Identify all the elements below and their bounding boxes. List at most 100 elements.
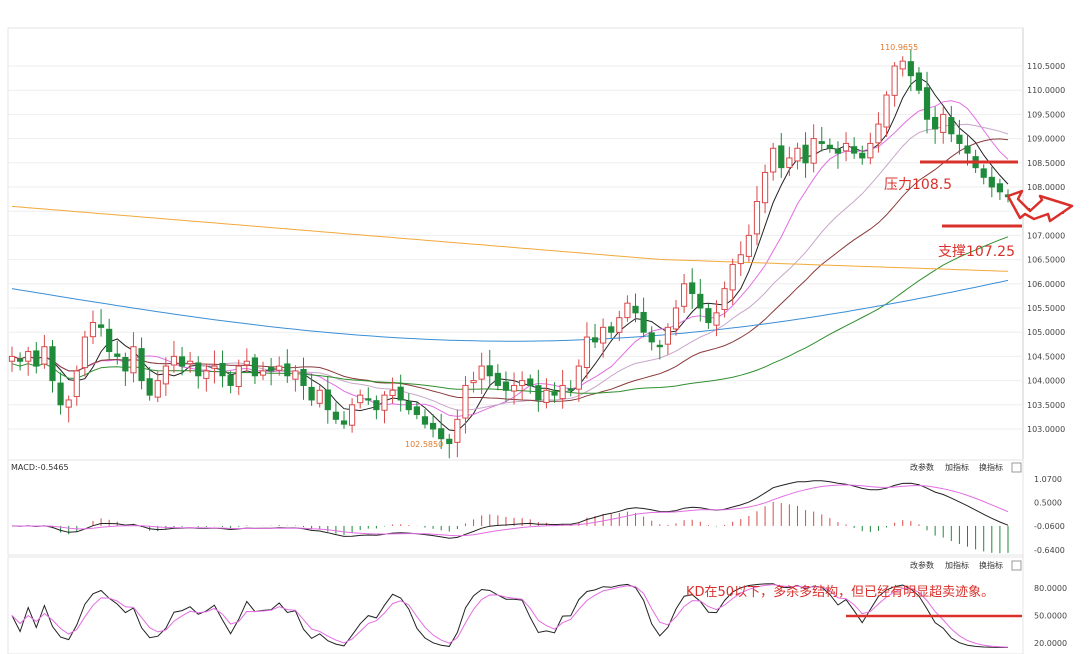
candle-body <box>567 388 574 391</box>
candle-body <box>308 386 315 401</box>
macd-panel <box>7 459 1024 556</box>
candle-body <box>251 357 259 377</box>
candle-body <box>867 142 874 159</box>
candle-body <box>316 389 323 404</box>
candle-body <box>705 308 712 324</box>
candle-body <box>624 302 631 319</box>
candle-body <box>340 420 348 425</box>
support-annotation: 支撑107.25 <box>938 244 1015 260</box>
kd-tick-label: 50.0000 <box>1034 612 1067 621</box>
candle-body <box>65 399 72 408</box>
candle-body <box>632 305 639 314</box>
candle-body <box>510 384 518 392</box>
candle-body <box>980 168 987 178</box>
price-tick-label: 108.0000 <box>1027 183 1065 192</box>
candle-body <box>25 351 32 362</box>
candle-body <box>97 324 105 328</box>
candle-body <box>600 326 607 344</box>
candle-body <box>178 356 186 367</box>
candle-body <box>170 355 178 366</box>
price-tick-label: 109.0000 <box>1027 135 1065 144</box>
macd-tick-label: 1.0700 <box>1034 475 1062 484</box>
price-tick-label: 106.0000 <box>1027 280 1065 289</box>
candle-body <box>899 60 906 70</box>
price-tick-label: 106.5000 <box>1027 256 1065 265</box>
candle-body <box>583 336 591 368</box>
ma-line <box>11 205 1009 272</box>
low-price-label: 102.5850 <box>405 440 443 449</box>
candle-body <box>648 332 655 343</box>
kd-annotation: KD在50以下，多杀多结构，但已经有明显超卖迹象。 <box>686 584 994 600</box>
price-tick-labels: 110.5000 110.0000 109.5000 109.0000 108.5000… <box>1027 62 1065 434</box>
candle-body <box>421 416 429 425</box>
candle-body <box>454 418 461 443</box>
macd-legend-label: MACD:-0.5465 <box>11 463 69 472</box>
macd-dea-line <box>11 484 1009 537</box>
candle-body <box>656 344 663 348</box>
candle-body <box>446 438 453 445</box>
candle-body <box>923 87 931 120</box>
candle-body <box>616 317 623 333</box>
candle-body <box>130 346 137 374</box>
candle-body <box>292 370 299 380</box>
price-tick-label: 103.5000 <box>1027 401 1065 410</box>
price-tick-label: 105.5000 <box>1027 304 1065 313</box>
candle-body <box>559 384 566 400</box>
candle-body <box>49 346 56 382</box>
macd-tick-label: 0.5000 <box>1034 499 1062 508</box>
macd-change-params-button[interactable]: 改参数 <box>910 462 934 472</box>
candle-body <box>697 293 704 309</box>
candle-body <box>41 346 48 365</box>
candle-body <box>268 366 275 372</box>
kd-close-icon[interactable] <box>1011 560 1022 571</box>
macd-add-indicator-button[interactable]: 加指标 <box>945 462 969 472</box>
macd-dif-line <box>11 480 1009 539</box>
candles <box>8 49 1012 459</box>
price-tick-label: 105.0000 <box>1027 328 1065 337</box>
macd-close-icon[interactable] <box>1011 462 1022 473</box>
kd-add-indicator-button[interactable]: 加指标 <box>945 560 969 570</box>
candle-body <box>33 350 40 367</box>
kd-switch-indicator-button[interactable]: 换指标 <box>979 560 1003 570</box>
candle-body <box>826 144 833 149</box>
candle-body <box>389 389 396 396</box>
candle-body <box>753 201 761 235</box>
candle-body <box>405 401 412 411</box>
candle-body <box>106 328 113 353</box>
candle-body <box>818 141 825 144</box>
candle-body <box>810 138 817 164</box>
candle-body <box>737 254 744 265</box>
candle-body <box>721 288 728 310</box>
candle-body <box>16 358 24 362</box>
ma-line <box>11 279 1009 342</box>
candle-body <box>73 370 80 398</box>
macd-switch-indicator-button[interactable]: 换指标 <box>979 462 1003 472</box>
candle-body <box>235 365 242 387</box>
candle-body <box>300 368 307 386</box>
candle-body <box>203 370 210 379</box>
candle-body <box>438 428 445 440</box>
candle-body <box>381 394 388 411</box>
kd-d-line <box>11 584 1009 648</box>
ma-line <box>11 236 1009 394</box>
candle-body <box>915 72 923 91</box>
moving-average-lines <box>11 76 1009 432</box>
kd-tick-label: 80.0000 <box>1034 584 1067 593</box>
candle-body <box>640 311 647 333</box>
price-tick-label: 107.0000 <box>1027 231 1065 240</box>
resistance-annotation: 压力108.5 <box>884 177 952 193</box>
candle-body <box>689 282 696 294</box>
candle-body <box>551 391 558 396</box>
candle-body <box>608 326 615 333</box>
candle-body <box>956 134 963 144</box>
candle-body <box>664 326 672 345</box>
candle-body <box>81 336 88 369</box>
candle-body <box>462 384 469 419</box>
candle-body <box>397 386 404 401</box>
kd-change-params-button[interactable]: 改参数 <box>910 560 934 570</box>
candle-body <box>680 283 688 307</box>
candle-body <box>365 398 372 401</box>
candle-body <box>535 385 542 401</box>
candle-body <box>948 117 955 135</box>
